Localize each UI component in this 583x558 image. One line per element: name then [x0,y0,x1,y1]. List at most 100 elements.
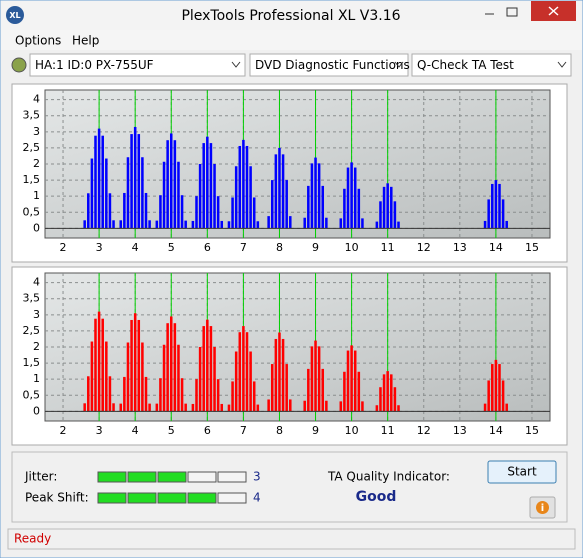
bar [119,220,123,229]
bar [94,135,97,229]
bar [393,201,397,229]
bar [501,380,505,412]
bar [162,161,166,229]
maximize-button[interactable] [506,7,518,17]
start-button-label[interactable]: Start [507,465,537,479]
bar [386,371,389,412]
x-tick-label: 14 [489,241,503,254]
bar [155,403,159,412]
meter-segment-off [217,471,247,483]
bar [238,145,242,229]
bar [339,218,343,229]
y-tick-label: 1 [33,189,40,202]
bar [317,163,321,229]
menu-item[interactable]: Options [15,34,61,48]
bar [195,196,198,229]
x-tick-label: 15 [525,241,539,254]
bar [267,216,270,229]
bar [123,192,126,229]
y-tick-label: 1 [33,372,40,385]
y-tick-label: 2,5 [23,141,41,154]
bar [353,350,357,412]
bar [278,332,281,412]
y-tick-label: 4 [33,276,40,289]
app-icon-text: XL [9,11,20,20]
meter-segment-on [157,492,187,504]
x-tick-label: 3 [96,241,103,254]
bar [148,220,151,229]
x-tick-label: 8 [276,424,283,437]
x-tick-label: 12 [417,241,431,254]
combo-box[interactable] [29,53,246,77]
bar [314,340,317,412]
bar [231,197,234,229]
x-tick-label: 9 [312,241,319,254]
bar [285,180,288,229]
bar [184,403,187,412]
bar [159,195,162,229]
bar [498,183,501,229]
x-tick-label: 14 [489,424,503,437]
x-tick-label: 8 [276,241,283,254]
bar [278,147,281,229]
bar [101,135,104,229]
bar [339,401,343,412]
bar [166,140,169,229]
bar [166,323,169,412]
bar [325,217,328,229]
bar [281,154,285,229]
bar [202,326,205,412]
x-tick-label: 4 [132,424,139,437]
bar [390,186,393,229]
start-button[interactable] [487,460,557,484]
meter-label: Jitter: [24,470,57,484]
bar [206,319,209,412]
info-icon-glyph: i [541,503,544,514]
bar [123,376,126,412]
bar [245,145,249,229]
bar [357,188,361,229]
combo-box[interactable] [411,53,572,77]
bar [159,378,162,412]
bar [198,347,202,412]
bar [350,345,353,412]
y-tick-label: 3 [33,308,40,321]
meter-label: Peak Shift: [25,491,89,505]
bar [393,387,397,412]
bar [180,195,184,229]
bar [397,405,400,412]
bar [491,183,494,229]
bar [487,199,490,229]
bar [357,371,361,412]
bar [101,318,104,412]
bar [252,381,256,412]
x-tick-label: 4 [132,241,139,254]
x-tick-label: 11 [381,424,395,437]
combo-box[interactable] [249,53,409,77]
bar [108,193,112,229]
bar [350,162,353,229]
combo-text: HA:1 ID:0 PX-755UF [35,58,154,72]
bar [303,217,306,229]
bar [148,403,151,412]
app-icon [6,6,24,24]
x-tick-label: 7 [240,241,247,254]
bar [162,344,166,412]
bar [184,220,187,229]
bar [379,201,382,229]
bar [141,157,144,229]
bar [242,326,245,412]
bar [397,221,400,229]
bar [144,376,148,412]
bar [108,376,112,412]
bar [206,136,209,229]
bar [491,364,494,412]
bar [198,164,202,229]
bar [361,218,364,229]
menu-item[interactable]: Help [72,34,99,48]
bar [390,374,393,412]
x-tick-label: 5 [168,241,175,254]
bar [274,338,278,412]
x-tick-label: 13 [453,424,467,437]
x-tick-label: 13 [453,241,467,254]
